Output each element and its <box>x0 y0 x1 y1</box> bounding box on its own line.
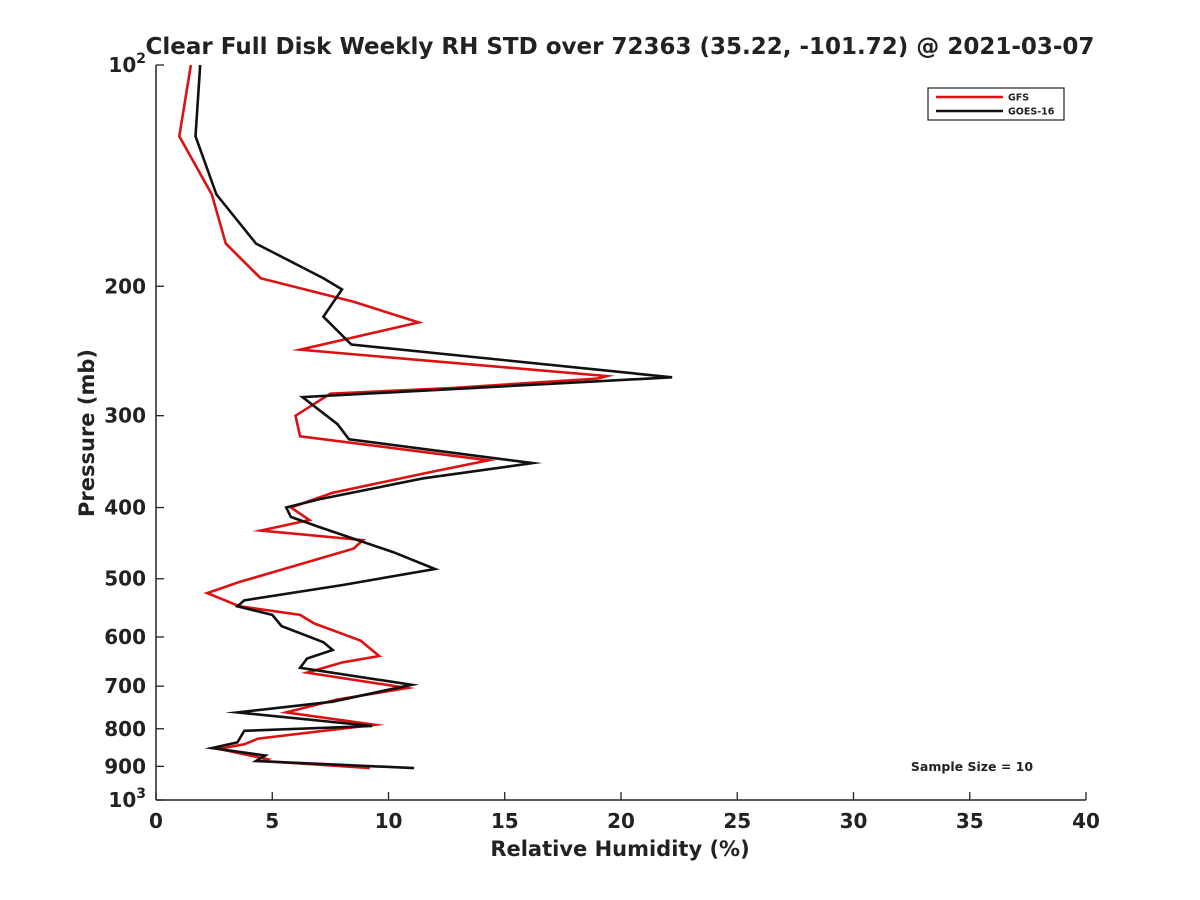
x-tick-label: 40 <box>1072 809 1100 833</box>
y-tick-label: 600 <box>104 625 146 649</box>
y-tick-label: 500 <box>104 567 146 591</box>
x-tick-label: 30 <box>840 809 868 833</box>
x-tick-label: 5 <box>265 809 279 833</box>
y-tick-label: 103 <box>108 786 146 812</box>
y-axis-label: Pressure (mb) <box>75 349 99 517</box>
sample-size-annotation: Sample Size = 10 <box>911 759 1033 774</box>
x-axis: 0 5 10 15 20 25 30 35 40 <box>149 792 1100 833</box>
y-tick-label: 800 <box>104 717 146 741</box>
x-tick-label: 20 <box>607 809 635 833</box>
legend-box <box>927 87 1065 121</box>
legend-label-goes16: GOES-16 <box>1008 107 1055 118</box>
chart-title: Clear Full Disk Weekly RH STD over 72363… <box>146 34 1095 60</box>
legend-label-gfs: GFS <box>1008 93 1029 104</box>
y-tick-label: 700 <box>104 674 146 698</box>
series-line-gfs <box>177 64 615 770</box>
x-tick-label: 10 <box>375 809 403 833</box>
x-tick-label: 0 <box>149 809 163 833</box>
legend: GFS GOES-16 <box>927 87 1065 121</box>
x-axis-label: Relative Humidity (%) <box>490 837 749 861</box>
x-tick-label: 15 <box>491 809 519 833</box>
y-tick-label: 102 <box>108 51 146 77</box>
y-tick-label: 300 <box>104 404 146 428</box>
y-tick-label: 200 <box>104 274 146 298</box>
y-axis: 102 200 300 400 500 600 700 800 900 103 <box>104 51 164 812</box>
x-tick-label: 35 <box>956 809 984 833</box>
x-tick-label: 25 <box>723 809 751 833</box>
series-lines <box>177 64 673 770</box>
series-line-goes16 <box>194 64 673 770</box>
y-tick-label: 400 <box>104 496 146 520</box>
y-tick-label: 900 <box>104 754 146 778</box>
